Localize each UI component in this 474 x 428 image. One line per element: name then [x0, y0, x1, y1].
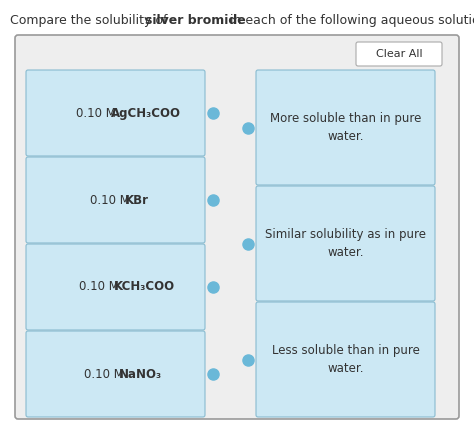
FancyBboxPatch shape	[256, 302, 435, 417]
Text: Less soluble than in pure
water.: Less soluble than in pure water.	[272, 344, 419, 375]
Text: Similar solubility as in pure
water.: Similar solubility as in pure water.	[265, 228, 426, 259]
FancyBboxPatch shape	[256, 70, 435, 185]
Text: Clear All: Clear All	[376, 49, 422, 59]
FancyBboxPatch shape	[15, 35, 459, 419]
FancyBboxPatch shape	[26, 331, 205, 417]
Text: 0.10 M: 0.10 M	[84, 368, 128, 380]
Text: 0.10 M: 0.10 M	[90, 193, 133, 206]
Text: 0.10 M: 0.10 M	[79, 280, 122, 294]
Text: KBr: KBr	[125, 193, 149, 206]
Text: KCH₃COO: KCH₃COO	[114, 280, 175, 294]
FancyBboxPatch shape	[26, 70, 205, 156]
Text: AgCH₃COO: AgCH₃COO	[111, 107, 181, 119]
Text: 0.10 M: 0.10 M	[76, 107, 119, 119]
FancyBboxPatch shape	[26, 244, 205, 330]
Text: silver bromide: silver bromide	[145, 14, 246, 27]
Text: Compare the solubility of: Compare the solubility of	[10, 14, 172, 27]
FancyBboxPatch shape	[256, 186, 435, 301]
Text: in each of the following aqueous solutions:: in each of the following aqueous solutio…	[227, 14, 474, 27]
Text: More soluble than in pure
water.: More soluble than in pure water.	[270, 112, 421, 143]
Text: NaNO₃: NaNO₃	[119, 368, 163, 380]
FancyBboxPatch shape	[26, 157, 205, 243]
FancyBboxPatch shape	[356, 42, 442, 66]
